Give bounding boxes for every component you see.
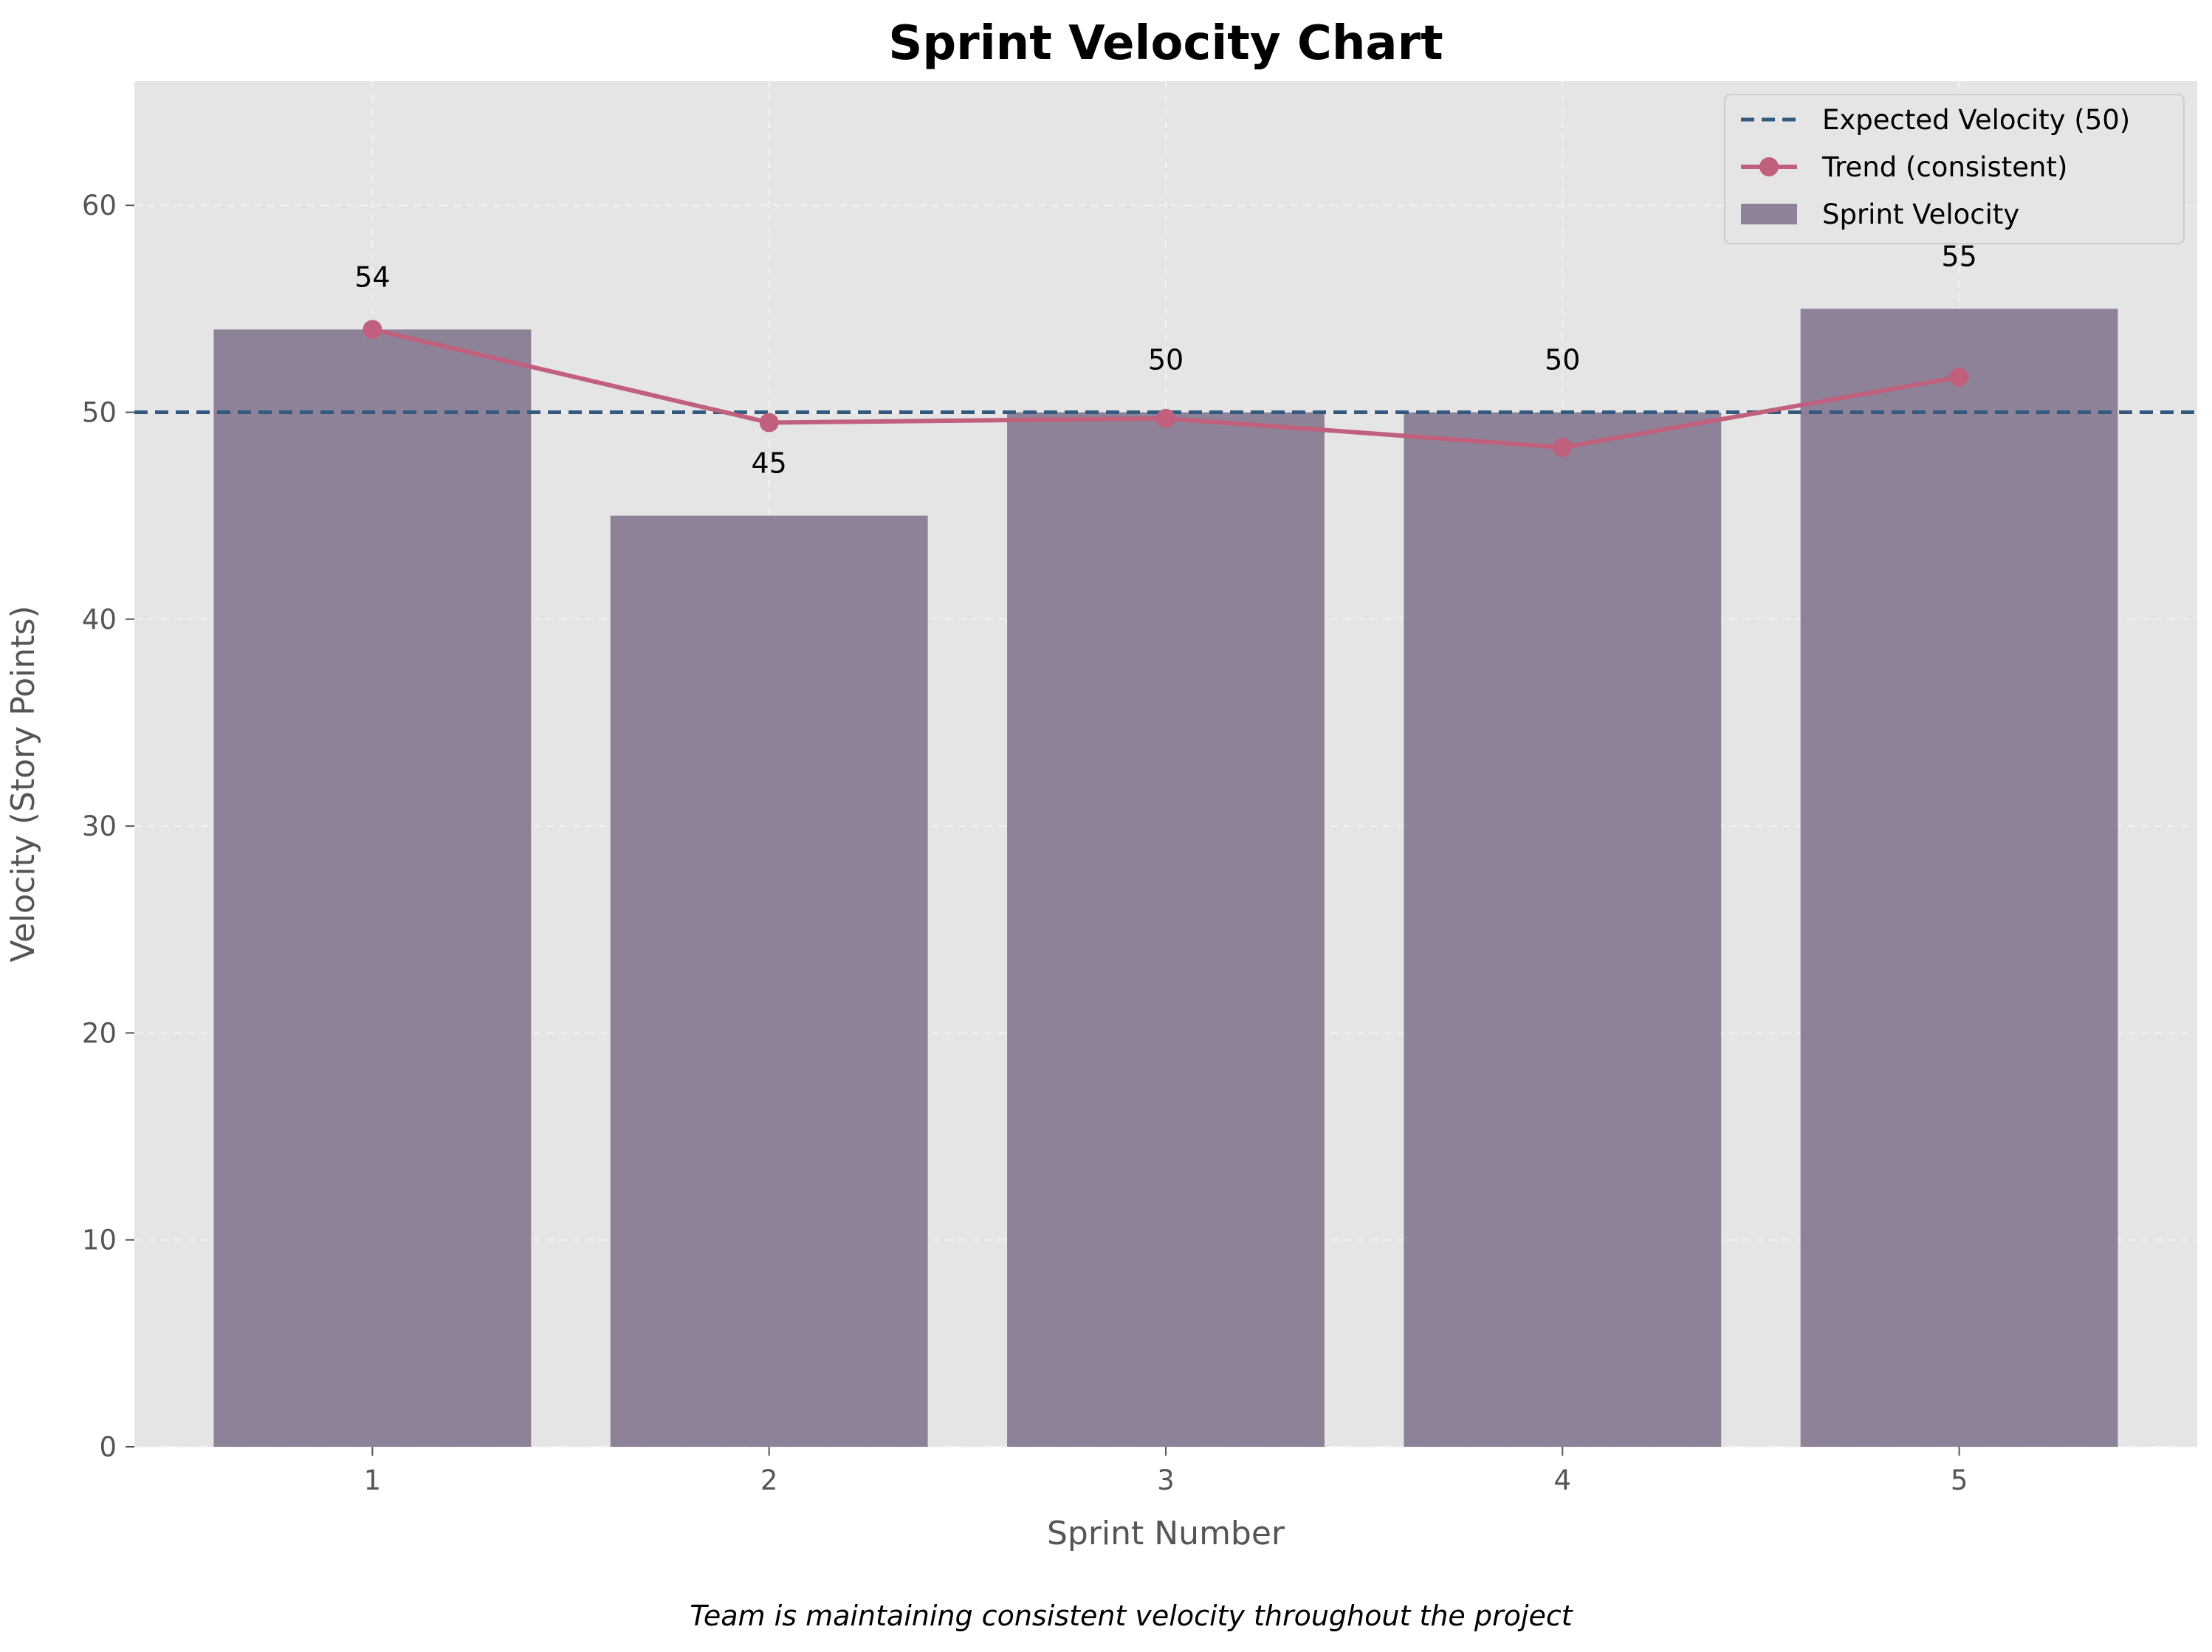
y-tick-label: 20	[82, 1017, 117, 1049]
legend-box	[1724, 94, 2185, 244]
legend-entry-label: Sprint Velocity	[1822, 199, 2019, 230]
trend-point	[1156, 408, 1175, 428]
x-tick-label: 3	[1157, 1465, 1175, 1496]
legend-swatch-bar	[1741, 204, 1797, 224]
velocity-bar	[1800, 309, 2118, 1447]
x-tick-label: 2	[760, 1465, 778, 1496]
velocity-bar	[213, 329, 532, 1447]
bar-value-label: 54	[354, 261, 390, 293]
trend-point	[363, 320, 382, 340]
chart-caption: Team is maintaining consistent velocity …	[690, 1600, 1573, 1632]
y-axis-label: Velocity (Story Points)	[4, 605, 42, 962]
legend-entry-label: Expected Velocity (50)	[1822, 104, 2130, 136]
trend-point	[759, 413, 779, 433]
x-tick-label: 1	[364, 1465, 382, 1496]
velocity-bar	[1404, 412, 1722, 1447]
trend-point	[1553, 438, 1573, 458]
y-tick-label: 40	[82, 604, 117, 636]
x-axis-label: Sprint Number	[1047, 1515, 1285, 1552]
trend-line	[363, 320, 1969, 458]
y-tick-label: 0	[99, 1431, 117, 1463]
velocity-bar	[610, 515, 928, 1447]
bar-value-label: 50	[1545, 343, 1580, 376]
x-tick-label: 4	[1554, 1465, 1572, 1496]
trend-point	[1949, 367, 1969, 387]
bar-value-label: 55	[1941, 240, 1976, 272]
bar-value-label: 45	[752, 447, 787, 480]
data-labels: 54 45 50 50 55	[354, 240, 1977, 479]
legend-marker-trend	[1759, 157, 1779, 176]
y-tick-label: 10	[82, 1225, 117, 1256]
velocity-bar	[1007, 412, 1325, 1447]
y-tick-label: 30	[82, 810, 117, 842]
legend: Expected Velocity (50) Trend (consistent)…	[1724, 94, 2185, 244]
bar-value-label: 50	[1148, 343, 1184, 376]
legend-entry-label: Trend (consistent)	[1821, 151, 2067, 183]
bars	[213, 309, 2118, 1447]
x-tick-label: 5	[1951, 1465, 1968, 1496]
chart-title: Sprint Velocity Chart	[888, 16, 1443, 71]
y-tick-label: 50	[82, 396, 117, 428]
y-tick-label: 60	[82, 190, 117, 221]
